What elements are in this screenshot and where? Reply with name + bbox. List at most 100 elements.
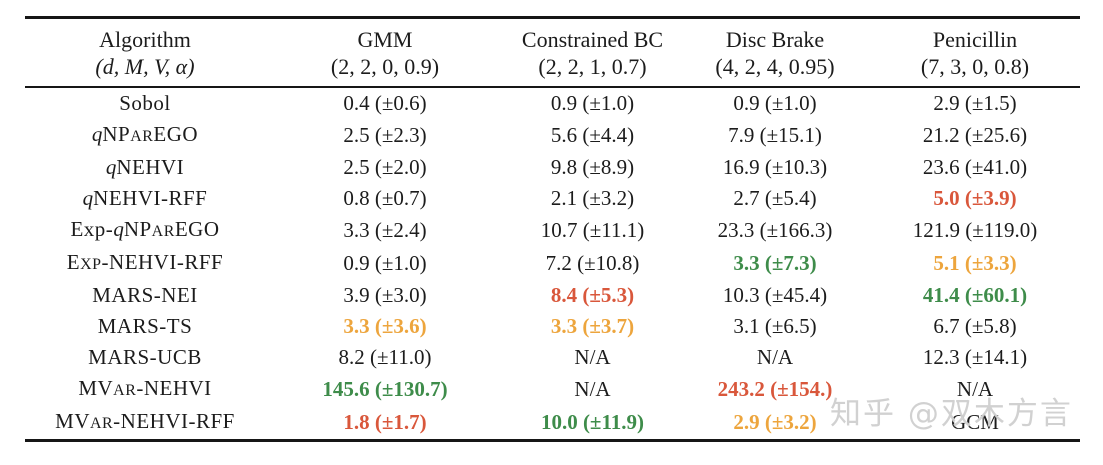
column-title: Constrained BC — [521, 27, 664, 52]
table-row: Sobol 0.4 (±0.6) 0.9 (±1.0) 0.9 (±1.0) 2.9 (… — [25, 87, 1080, 119]
algorithm-label-part: MARS-TS — [97, 314, 193, 338]
algorithm-label: qNEHVI-RFF — [25, 183, 265, 214]
value-cell: 23.6 (±41.0) — [922, 155, 1028, 179]
value-cell: 2.7 (±5.4) — [733, 186, 817, 210]
algorithm-label-part: NEHVI-RFF — [93, 186, 208, 210]
value-cell: 3.3 (±3.6) — [343, 314, 427, 338]
algorithm-label-part: MV — [78, 376, 114, 400]
value-cell: 1.8 (±1.7) — [343, 410, 427, 434]
algorithm-label-part: NP — [123, 217, 152, 241]
value-cell: 3.3 (±7.3) — [733, 251, 817, 275]
value-cell: 23.3 (±166.3) — [717, 218, 833, 242]
column-params: (7, 3, 0, 0.8) — [920, 54, 1030, 79]
value-cell: 2.5 (±2.3) — [343, 123, 427, 147]
table-row: MARS-NEI 3.9 (±3.0) 8.4 (±5.3) 10.3 (±45.4)… — [25, 280, 1080, 311]
table-row: MVAR-NEHVI-RFF 1.8 (±1.7) 10.0 (±11.9) 2.9 … — [25, 406, 1080, 441]
algorithm-label: EXP-NEHVI-RFF — [25, 247, 265, 280]
algorithm-label-part: AR — [90, 415, 114, 432]
algorithm-label-part: NEHVI — [116, 155, 185, 179]
value-cell: N/A — [574, 345, 611, 369]
value-cell: 10.7 (±11.1) — [540, 218, 645, 242]
table-row: EXP-NEHVI-RFF 0.9 (±1.0) 7.2 (±10.8) 3.3 (±… — [25, 247, 1080, 280]
table-row: MARS-UCB 8.2 (±11.0) N/A N/A 12.3 (±14.1) — [25, 342, 1080, 373]
algorithm-label: qNPAREGO — [25, 119, 265, 152]
algorithm-label-part: AR — [130, 128, 154, 145]
value-cell: 243.2 (±154.) — [717, 377, 833, 401]
algorithm-label-part: EGO — [153, 122, 199, 146]
algorithm-label-part: -NEHVI — [136, 376, 212, 400]
column-header: GMM (2, 2, 0, 0.9) — [265, 17, 505, 88]
algorithm-label-part: AR — [151, 223, 175, 240]
algorithm-label: Exp-qNPAREGO — [25, 214, 265, 247]
value-cell: 7.9 (±15.1) — [728, 123, 822, 147]
value-cell: 0.9 (±1.0) — [550, 91, 635, 115]
column-params: (2, 2, 0, 0.9) — [330, 54, 440, 79]
algorithm-label-part: q — [113, 217, 124, 241]
column-title: Algorithm — [99, 27, 191, 52]
algorithm-label-part: -NEHVI-RFF — [101, 250, 224, 274]
value-cell: 5.0 (±3.9) — [933, 186, 1017, 210]
value-cell: 3.1 (±6.5) — [733, 314, 817, 338]
column-params: (d, M, V, α) — [95, 54, 195, 79]
value-cell: 2.5 (±2.0) — [343, 155, 427, 179]
algorithm-label: qNEHVI — [25, 152, 265, 183]
algorithm-label: MVAR-NEHVI-RFF — [25, 406, 265, 441]
column-header: Constrained BC (2, 2, 1, 0.7) — [505, 17, 680, 88]
table-body: Sobol 0.4 (±0.6) 0.9 (±1.0) 0.9 (±1.0) 2.9 (… — [25, 87, 1080, 441]
value-cell: 10.0 (±11.9) — [540, 410, 645, 434]
column-title: GMM — [357, 27, 413, 52]
value-cell: 9.8 (±8.9) — [550, 155, 635, 179]
value-cell: 8.4 (±5.3) — [550, 283, 635, 307]
column-title: Disc Brake — [725, 27, 825, 52]
value-cell: N/A — [574, 377, 611, 401]
value-cell: 3.3 (±2.4) — [343, 218, 427, 242]
value-cell: 0.4 (±0.6) — [343, 91, 427, 115]
value-cell: 145.6 (±130.7) — [322, 377, 448, 401]
value-cell: 0.9 (±1.0) — [343, 251, 427, 275]
column-header: Disc Brake (4, 2, 4, 0.95) — [680, 17, 870, 88]
algorithm-label-part: AR — [113, 382, 137, 399]
algorithm-label: MVAR-NEHVI — [25, 373, 265, 406]
algorithm-label: MARS-TS — [25, 311, 265, 342]
value-cell: 16.9 (±10.3) — [722, 155, 828, 179]
algorithm-label-part: MV — [55, 409, 90, 433]
value-cell: N/A — [756, 345, 794, 369]
algorithm-label-part: E — [66, 250, 81, 274]
value-cell: 5.6 (±4.4) — [550, 123, 635, 147]
column-header: Penicillin (7, 3, 0, 0.8) — [870, 17, 1080, 88]
algorithm-label-part: XP — [80, 256, 102, 273]
algorithm-label-part: q — [91, 122, 103, 146]
table-row: qNPAREGO 2.5 (±2.3) 5.6 (±4.4) 7.9 (±15.1) 2… — [25, 119, 1080, 152]
value-cell: 5.1 (±3.3) — [933, 251, 1017, 275]
value-cell: N/A — [956, 377, 994, 401]
column-params: (2, 2, 1, 0.7) — [538, 54, 647, 79]
algorithm-label-part: MARS-NEI — [92, 283, 198, 307]
algorithm-label: Sobol — [25, 87, 265, 119]
value-cell: 2.9 (±3.2) — [733, 410, 817, 434]
algorithm-label-part: NP — [102, 122, 131, 146]
value-cell: 0.9 (±1.0) — [733, 91, 817, 115]
value-cell: 12.3 (±14.1) — [922, 345, 1028, 369]
algorithm-label-part: Sobol — [119, 91, 171, 115]
table-header: Algorithm (d, M, V, α) GMM (2, 2, 0, 0.9) Co… — [25, 17, 1080, 88]
value-cell: 3.3 (±3.7) — [550, 314, 635, 338]
value-cell: 41.4 (±60.1) — [922, 283, 1028, 307]
value-cell: 21.2 (±25.6) — [922, 123, 1028, 147]
algorithm-label-part: EGO — [174, 217, 220, 241]
table-row: qNEHVI-RFF 0.8 (±0.7) 2.1 (±3.2) 2.7 (±5.4)… — [25, 183, 1080, 214]
column-title: Penicillin — [932, 27, 1018, 52]
column-params: (4, 2, 4, 0.95) — [715, 54, 835, 79]
algorithm-label-part: MARS-UCB — [88, 345, 202, 369]
algorithm-label-part: q — [105, 155, 117, 179]
value-cell: 3.9 (±3.0) — [343, 283, 427, 307]
table-row: Exp-qNPAREGO 3.3 (±2.4) 10.7 (±11.1) 23.3 (… — [25, 214, 1080, 247]
value-cell: 10.3 (±45.4) — [722, 283, 828, 307]
value-cell: 121.9 (±119.0) — [912, 218, 1038, 242]
algorithm-label: MARS-NEI — [25, 280, 265, 311]
table-row: MVAR-NEHVI 145.6 (±130.7) N/A 243.2 (±154.)… — [25, 373, 1080, 406]
algorithm-label-part: -NEHVI-RFF — [113, 409, 235, 433]
value-cell: 6.7 (±5.8) — [933, 314, 1017, 338]
table-row: qNEHVI 2.5 (±2.0) 9.8 (±8.9) 16.9 (±10.3) 23… — [25, 152, 1080, 183]
header-row: Algorithm (d, M, V, α) GMM (2, 2, 0, 0.9) Co… — [25, 17, 1080, 88]
